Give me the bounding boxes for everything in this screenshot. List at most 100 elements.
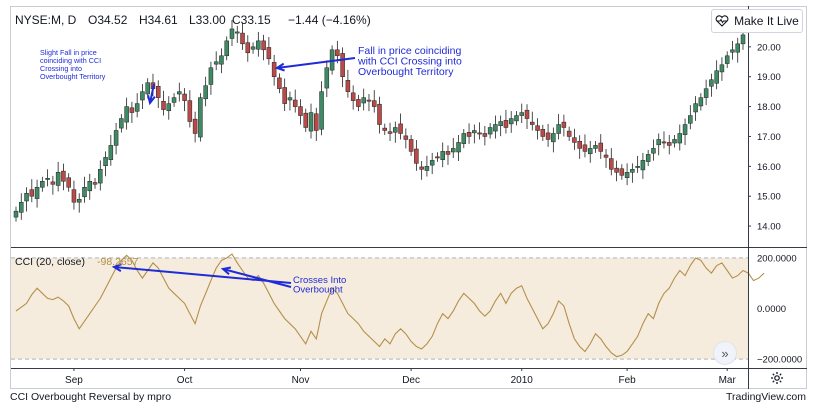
annotation-arrow-3-shaft <box>113 266 292 284</box>
candle <box>261 34 266 61</box>
candle <box>461 128 467 149</box>
candle <box>561 114 567 137</box>
candle <box>314 107 319 141</box>
candle <box>635 155 640 173</box>
candle <box>677 124 683 151</box>
candle <box>240 22 245 50</box>
candle-body <box>487 127 493 135</box>
candle <box>113 123 119 155</box>
candle-body <box>166 103 172 112</box>
candle-body <box>345 80 351 92</box>
candle <box>714 60 719 90</box>
candle-body <box>445 151 451 155</box>
candle-body <box>350 92 356 101</box>
settings-button[interactable] <box>769 370 785 386</box>
candle <box>577 135 582 159</box>
candle-body <box>19 201 24 213</box>
make-it-live-button[interactable]: Make It Live <box>711 9 803 33</box>
candle <box>82 176 87 203</box>
price-tick-label: 19.00 <box>757 72 781 83</box>
candle-body <box>503 120 509 128</box>
candle <box>29 179 35 203</box>
candle <box>698 93 704 111</box>
candle-body <box>155 86 161 98</box>
candle-body <box>572 137 577 143</box>
candle <box>224 36 229 61</box>
candle <box>382 123 388 135</box>
ohlc-change: −1.44 (−4.16%) <box>288 13 371 27</box>
scroll-to-realtime-button[interactable]: » <box>713 341 737 365</box>
candle-body <box>382 127 388 131</box>
cci-line-series <box>15 253 765 358</box>
candle-body <box>540 129 546 137</box>
candle-body <box>419 166 424 170</box>
candle-body <box>535 125 540 131</box>
candle <box>424 155 430 177</box>
annotation-arrow-3 <box>111 263 292 284</box>
annotation-fall: Fall in price coinciding with CCI Crossin… <box>357 45 462 78</box>
candle <box>45 169 50 187</box>
annotation-crosses: Crosses Into Overbought <box>293 275 346 296</box>
gear-icon <box>771 372 783 384</box>
candle <box>566 126 572 141</box>
candle-body <box>451 148 456 153</box>
candle-body <box>256 40 261 50</box>
candle-body <box>398 123 403 134</box>
candle-body <box>124 106 129 123</box>
candle-body <box>361 97 366 104</box>
ohlc-open: O34.52 <box>88 13 128 27</box>
candle-body <box>182 93 187 101</box>
candle-body <box>593 145 598 149</box>
double-chevron-right-icon: » <box>721 345 729 361</box>
candle-body <box>119 118 124 129</box>
candle-body <box>314 113 319 131</box>
pane-headers: NYSE:M, D O34.52 H34.61 L33.00 C33.15 −1.44 (… <box>15 13 371 268</box>
candle <box>519 103 524 124</box>
annotation-slight-fall-line: Overbought Territory <box>40 72 106 81</box>
candle <box>345 69 351 98</box>
candle <box>61 163 66 191</box>
candle <box>498 115 503 137</box>
candle-body <box>514 115 519 122</box>
candle-body <box>656 139 661 146</box>
candle-body <box>98 169 103 184</box>
annotation-arrow-1 <box>147 83 156 106</box>
candle <box>266 36 272 65</box>
candle <box>503 109 509 134</box>
cci-tick-label: 0.0000 <box>757 304 786 315</box>
candle <box>482 126 488 146</box>
candle-body <box>87 181 93 192</box>
candle <box>250 42 256 54</box>
candle-body <box>40 181 45 188</box>
candle <box>514 111 519 126</box>
cci-overbought-band <box>11 257 748 360</box>
axis-labels: 20.00 19.00 18.00 17.00 16.00 15.00 14.00 200.0… <box>65 42 802 386</box>
candle-body <box>50 181 56 185</box>
candle <box>129 101 135 124</box>
candle <box>98 160 103 191</box>
candle <box>108 134 114 166</box>
candle-body <box>24 192 29 202</box>
candle-body <box>324 67 330 89</box>
candle-body <box>561 121 567 128</box>
candle-body <box>66 177 71 188</box>
cci-title: CCI (20, close) <box>15 256 85 268</box>
candle <box>724 51 730 69</box>
candle <box>298 99 303 125</box>
ohlc-high: H34.61 <box>139 13 178 27</box>
candle-body <box>177 91 182 95</box>
candle <box>551 127 556 153</box>
candle <box>530 111 535 131</box>
candle <box>308 103 314 139</box>
ohlc-low: L33.00 <box>189 13 226 27</box>
candle <box>350 85 356 110</box>
candle <box>672 134 677 148</box>
candle-body <box>271 62 277 77</box>
candle-body <box>719 64 725 73</box>
candle-body <box>703 88 709 98</box>
candle-body <box>366 99 372 102</box>
candle <box>414 140 419 171</box>
symbol-label: NYSE:M, D <box>15 13 77 27</box>
candle <box>356 94 361 112</box>
